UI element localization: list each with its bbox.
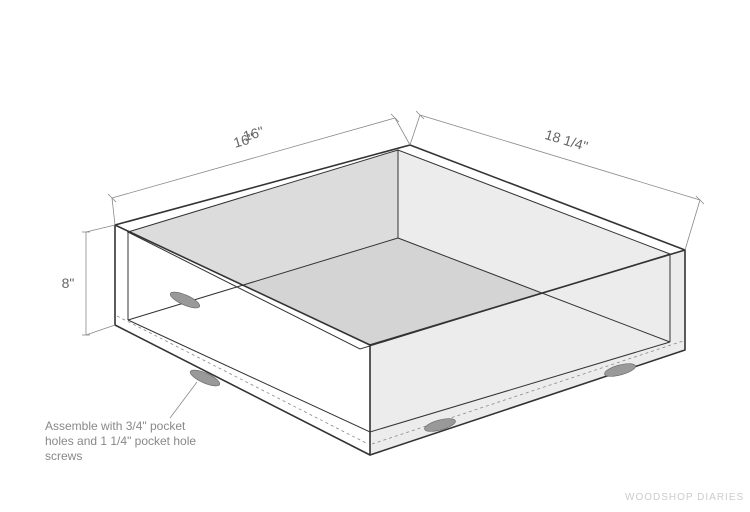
note-line2: holes and 1 1/4" pocket hole (45, 434, 196, 448)
note-line3: screws (45, 449, 82, 463)
dim-depth-text: 16" (232, 130, 256, 151)
note-line1: Assemble with 3/4" pocket (45, 419, 186, 433)
dim-height-text: 8" (62, 275, 75, 291)
note-leader (170, 382, 197, 418)
dim-height (82, 225, 115, 335)
watermark: WOODSHOP DIARIES (625, 492, 744, 503)
dim-width-text: 18 1/4" (543, 126, 590, 154)
